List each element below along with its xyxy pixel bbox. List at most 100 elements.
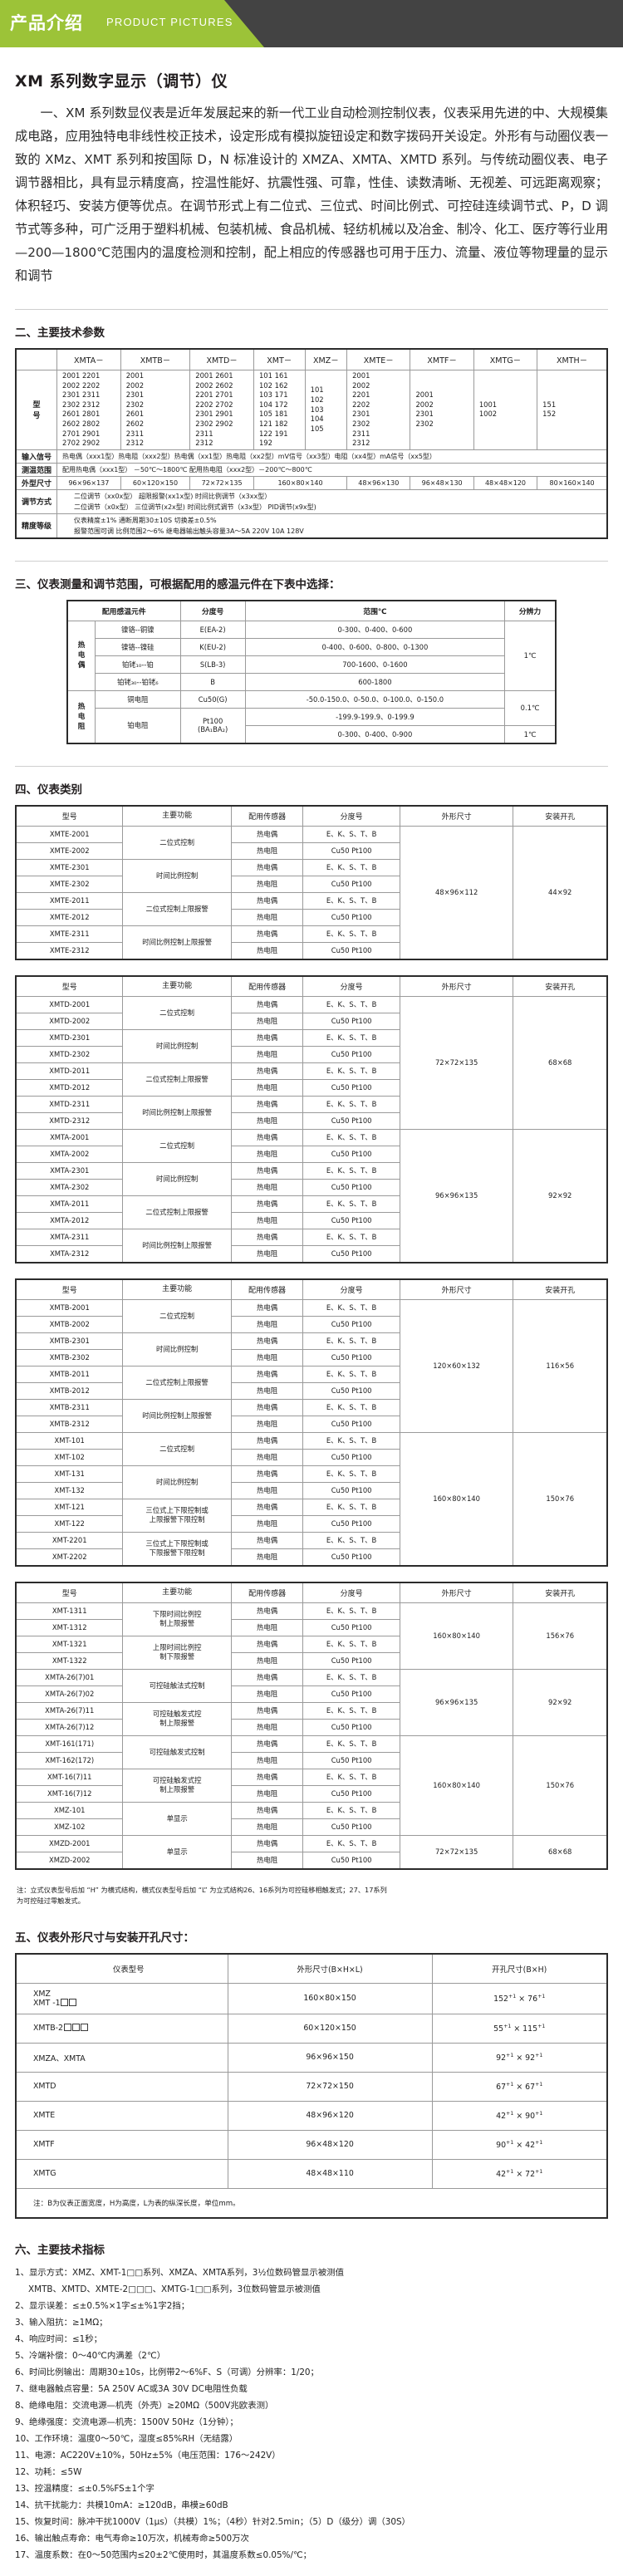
- spec-col-header: XMTF－: [410, 348, 474, 370]
- dim-hole: 55+1 × 115+1: [431, 2013, 608, 2044]
- spec-accuracy-value: 仪表精度±1% 通断周期30±10S 切换差±0.5% 报警范围可调 比例范围2…: [56, 513, 608, 539]
- spec-model-cell: 2001 2002 2301 2302 2601 2602 2311 2312: [120, 370, 191, 450]
- table-row: XMTB-2302 热电阻 Cu50 Pt100: [15, 1348, 607, 1367]
- category-sensor: 热电阻: [230, 1448, 304, 1466]
- category-col-header: 主要功能: [122, 975, 232, 997]
- category-grade: Cu50 Pt100: [302, 1448, 400, 1466]
- range-values: 600-1800: [244, 672, 506, 691]
- category-grade: Cu50 Pt100: [302, 1818, 400, 1836]
- section-heading-3: 三、仪表测量和调节范围，可根据配用的感温元件在下表中选择：: [15, 560, 608, 591]
- range-code: Pt100 (BA₁BA₂): [179, 707, 246, 744]
- category-sensor: 热电阻: [230, 1851, 304, 1870]
- category-model: XMZ-102: [15, 1818, 124, 1836]
- category-hole: 44×92: [513, 825, 608, 960]
- spec-model-cell: 2001 2601 2002 2602 2201 2701 2202 2702 …: [189, 370, 254, 450]
- category-sensor: 热电偶: [230, 1161, 304, 1180]
- spec-col-header: XMTA－: [56, 348, 121, 370]
- category-grade: Cu50 Pt100: [302, 1211, 400, 1229]
- category-function: 下限时间比例控 制上限报警: [122, 1602, 232, 1636]
- category-dimension: 96×96×135: [399, 1668, 514, 1736]
- category-sensor: 热电阻: [230, 1751, 304, 1769]
- category-function: 二位式控制: [122, 825, 232, 860]
- category-model: XMT-1311: [15, 1602, 124, 1620]
- category-model: XMTA-2002: [15, 1145, 124, 1163]
- spec-row-label: 测温范围: [15, 462, 57, 477]
- category-model: XMT-16(7)11: [15, 1768, 124, 1786]
- category-grade: E、K、S、T、B: [302, 1498, 400, 1516]
- table-row: XMZD-2002 热电阻 Cu50 Pt100: [15, 1851, 607, 1870]
- category-dimension: 160×80×140: [399, 1602, 514, 1670]
- table-row: XMTE-2311 时间比例控制上限报警 热电偶 E、K、S、T、B: [15, 925, 607, 960]
- spec-row-value: 配用热电偶（xxx1型） －50℃～1800℃ 配用热电阻（xxx2型）－200…: [56, 462, 608, 477]
- table-row: XMTA-2301 时间比例控制 热电偶 E、K、S、T、B: [15, 1161, 607, 1196]
- table-row: XMZD-2001 单显示 热电偶 E、K、S、T、B 72×72×135 68×68: [15, 1834, 608, 1870]
- category-grade: Cu50 Pt100: [302, 1651, 400, 1670]
- category-function: 可控硅触发式控制: [122, 1735, 232, 1769]
- table-row: XMTA-2311 时间比例控制上限报警 热电偶 E、K、S、T、B: [15, 1228, 607, 1263]
- range-element: 铂电阻: [95, 707, 181, 744]
- category-model: XMTD-2311: [15, 1095, 124, 1113]
- section-heading-6: 六、主要技术指标: [15, 2243, 105, 2257]
- category-sensor: 热电阻: [230, 1381, 304, 1400]
- category-col-header: 分度号: [302, 975, 400, 997]
- category-sensor: 热电偶: [230, 1228, 304, 1246]
- category-grade: E、K、S、T、B: [302, 891, 400, 910]
- category-sensor: 热电偶: [230, 858, 304, 876]
- category-model: XMTA-2001: [15, 1128, 124, 1146]
- table-row: XMTD-2002 热电阻 Cu50 Pt100: [15, 1012, 607, 1030]
- category-grade: Cu50 Pt100: [302, 1012, 400, 1030]
- category-grade: E、K、S、T、B: [302, 1668, 400, 1686]
- spec-model-cell: 2001 2002 2301 2302: [410, 370, 474, 450]
- table-row: XMTA-26(7)01 可控硅触法式控制 热电偶 E、K、S、T、B 96×96×13…: [15, 1668, 608, 1736]
- tech-index-item: 1、显示方式：XMZ、XMT-1□□系列、XMZA、XMTA系列，3½位数码管显…: [15, 2267, 344, 2278]
- category-col-header: 主要功能: [122, 1582, 232, 1603]
- spec-model-cell: 101 102 103 104 105: [304, 370, 348, 450]
- category-col-header: 配用传感器: [230, 975, 304, 997]
- category-model: XMTE-2011: [15, 891, 124, 910]
- category-model: XMTB-2301: [15, 1332, 124, 1350]
- tech-index-item: 5、冷端补偿：0～40℃内满差（2℃）: [15, 2350, 166, 2361]
- category-sensor: 热电阻: [230, 1078, 304, 1097]
- category-function: 三位式上下限控制或 下限报警下限控制: [122, 1531, 232, 1567]
- category-grade: E、K、S、T、B: [302, 1602, 400, 1620]
- category-function: 单显示: [122, 1834, 232, 1870]
- tech-index-item: 7、继电器触点容量：5A 250V AC或3A 30V DC电阻性负载: [15, 2383, 248, 2394]
- category-hole: 68×68: [513, 995, 608, 1130]
- range-col-header: 分辨力: [504, 600, 557, 621]
- category-col-header: 型号: [15, 1278, 124, 1300]
- category-dimension: 160×80×140: [399, 1735, 514, 1836]
- category-sensor: 热电阻: [230, 1045, 304, 1063]
- category-col-header: 配用传感器: [230, 1582, 304, 1603]
- table-row: XMTE-2011 二位式控制上限报警 热电偶 E、K、S、T、B: [15, 891, 607, 926]
- spec-model-cell: 1001 1002: [473, 370, 538, 450]
- category-grade: Cu50 Pt100: [302, 1851, 400, 1870]
- category-model: XMTB-2002: [15, 1315, 124, 1333]
- category-sensor: 热电偶: [230, 1062, 304, 1080]
- category-col-header: 配用传感器: [230, 1278, 304, 1300]
- tech-index-list: 1、显示方式：XMZ、XMT-1□□系列、XMZA、XMTA系列，3½位数码管显…: [15, 2265, 608, 2564]
- category-grade: E、K、S、T、B: [302, 858, 400, 876]
- spec-row-label: 输入信号: [15, 449, 57, 464]
- tech-index-item: 13、控温精度：≤±0.5%FS±1个字: [15, 2483, 155, 2494]
- spec-model-cell: 2001 2201 2002 2202 2301 2311 2302 2312 …: [56, 370, 121, 450]
- category-grade: Cu50 Pt100: [302, 1078, 400, 1097]
- category-col-header: 配用传感器: [230, 805, 304, 827]
- table-row: XMTA-2302 热电阻 Cu50 Pt100: [15, 1178, 607, 1196]
- category-model: XMT-102: [15, 1448, 124, 1466]
- spec-model-label: 型 号: [15, 370, 57, 450]
- category-grade: Cu50 Pt100: [302, 1514, 400, 1533]
- dim-model: XMTB-2: [15, 2013, 228, 2044]
- category-sensor: 热电阻: [230, 1211, 304, 1229]
- dim-hole: 152+1 × 76+1: [431, 1982, 608, 2014]
- dim-hole: 67+1 × 67+1: [431, 2071, 608, 2102]
- category-model: XMT-131: [15, 1465, 124, 1483]
- range-element: 铂铑₃₀--铂铑₆: [95, 672, 181, 691]
- table-row: XMTA-26(7)02 热电阻 Cu50 Pt100: [15, 1685, 607, 1703]
- category-hole: 68×68: [513, 1834, 608, 1870]
- category-model: XMT-161(171): [15, 1735, 124, 1753]
- dim-hole: 42+1 × 90+1: [431, 2100, 608, 2131]
- category-grade: Cu50 Pt100: [302, 1784, 400, 1803]
- category-model: XMTA-2012: [15, 1211, 124, 1229]
- category-col-header: 安装开孔: [513, 1582, 608, 1603]
- table-row: XMTD 72×72×150 67+1 × 67+1: [15, 2071, 608, 2102]
